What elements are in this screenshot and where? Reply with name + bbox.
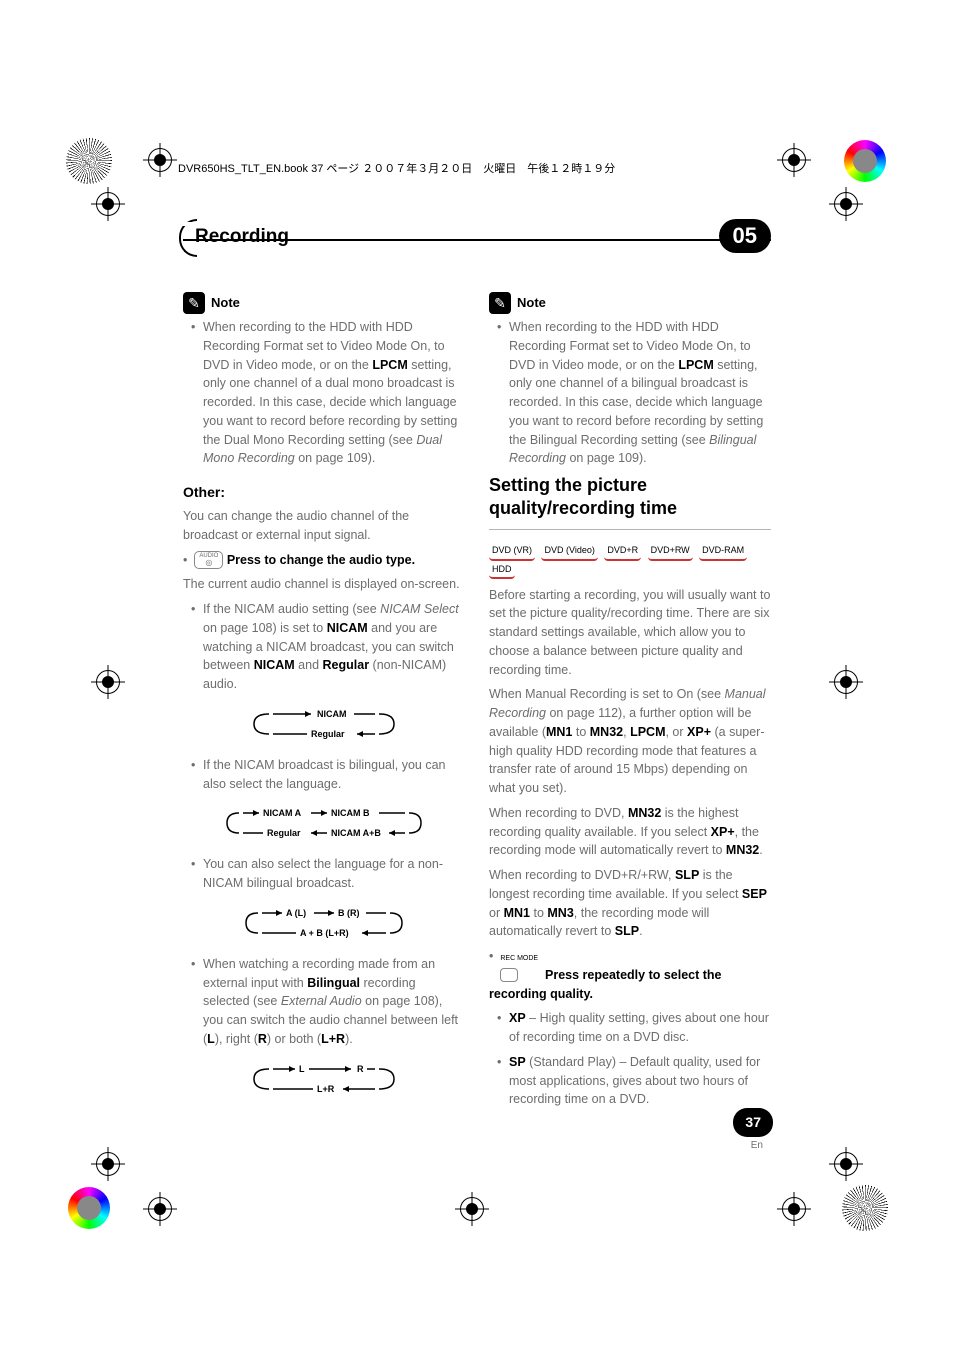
audio-button-icon <box>194 551 223 569</box>
svg-text:NICAM B: NICAM B <box>331 808 370 818</box>
doc-header-line: DVR650HS_TLT_EN.book 37 ページ ２００７年３月２０日 火… <box>178 160 615 176</box>
svg-text:A (L): A (L) <box>286 908 306 918</box>
svg-text:Regular: Regular <box>311 729 345 739</box>
svg-text:L+R: L+R <box>317 1084 335 1094</box>
diagram-lr: L R L+R <box>183 1057 465 1101</box>
page-number: 37 <box>733 1108 773 1137</box>
pencil-icon: ✎ <box>489 292 511 314</box>
svg-text:B (R): B (R) <box>338 908 360 918</box>
section-title: Recording <box>195 226 289 248</box>
p4: When recording to DVD+R/+RW, SLP is the … <box>489 866 771 941</box>
diagram-nicam-regular: NICAM Regular <box>183 702 465 746</box>
other-intro: You can change the audio channel of the … <box>183 507 465 545</box>
p3: When recording to DVD, MN32 is the highe… <box>489 804 771 860</box>
svg-text:NICAM A+B: NICAM A+B <box>331 828 381 838</box>
nicam-para: If the NICAM audio setting (see NICAM Se… <box>191 600 465 694</box>
divider <box>489 529 771 530</box>
registration-mark <box>782 1197 806 1221</box>
diagram-nicam-ab: NICAM A NICAM B NICAM A+B Regular <box>183 801 465 845</box>
section-heading-picture-quality: Setting the picture quality/recording ti… <box>489 474 771 519</box>
press-rec-line: • REC MODE Press repeatedly to select th… <box>489 947 771 1003</box>
note-body-right: When recording to the HDD with HDD Recor… <box>497 318 771 468</box>
svg-text:L: L <box>299 1064 305 1074</box>
page-lang: En <box>751 1138 763 1153</box>
printer-mark-radial <box>842 1185 888 1231</box>
svg-text:NICAM: NICAM <box>317 709 347 719</box>
registration-mark <box>96 670 120 694</box>
note-body: When recording to the HDD with HDD Recor… <box>191 318 465 468</box>
p2: When Manual Recording is set to On (see … <box>489 685 771 798</box>
left-column: ✎ Note When recording to the HDD with HD… <box>183 286 465 1115</box>
current-display: The current audio channel is displayed o… <box>183 575 465 594</box>
other-heading: Other: <box>183 482 465 503</box>
press-change-line: • Press to change the audio type. <box>183 551 465 570</box>
registration-mark <box>834 192 858 216</box>
registration-mark <box>96 192 120 216</box>
registration-mark <box>460 1197 484 1221</box>
diagram-alr: A (L) B (R) A + B (L+R) <box>183 901 465 945</box>
rec-mode-button-icon <box>500 968 518 982</box>
p1: Before starting a recording, you will us… <box>489 586 771 680</box>
svg-text:A + B (L+R): A + B (L+R) <box>300 928 349 938</box>
printer-mark-color <box>844 140 886 182</box>
xp-item: XP – High quality setting, gives about o… <box>497 1009 771 1047</box>
chapter-number: 05 <box>719 219 771 253</box>
sp-item: SP (Standard Play) – Default quality, us… <box>497 1053 771 1109</box>
registration-mark <box>148 148 172 172</box>
rec-mode-label: REC MODE <box>500 955 538 962</box>
note-label: Note <box>517 293 546 313</box>
media-badges: DVD (VR) DVD (Video) DVD+R DVD+RW DVD-RA… <box>489 540 771 578</box>
registration-mark <box>782 148 806 172</box>
note-label: Note <box>211 293 240 313</box>
registration-mark <box>96 1152 120 1176</box>
page-content: Recording 05 ✎ Note When recording to th… <box>183 222 771 1156</box>
pencil-icon: ✎ <box>183 292 205 314</box>
bilingual-para: If the NICAM broadcast is bilingual, you… <box>191 756 465 794</box>
registration-mark <box>148 1197 172 1221</box>
svg-text:R: R <box>357 1064 364 1074</box>
printer-mark-radial <box>66 138 112 184</box>
svg-text:Regular: Regular <box>267 828 301 838</box>
right-column: ✎ Note When recording to the HDD with HD… <box>489 286 771 1115</box>
svg-text:NICAM A: NICAM A <box>263 808 302 818</box>
printer-mark-color <box>68 1187 110 1229</box>
ext-para: When watching a recording made from an e… <box>191 955 465 1049</box>
section-header: Recording 05 <box>183 222 771 256</box>
nonnicam-para: You can also select the language for a n… <box>191 855 465 893</box>
registration-mark <box>834 1152 858 1176</box>
registration-mark <box>834 670 858 694</box>
